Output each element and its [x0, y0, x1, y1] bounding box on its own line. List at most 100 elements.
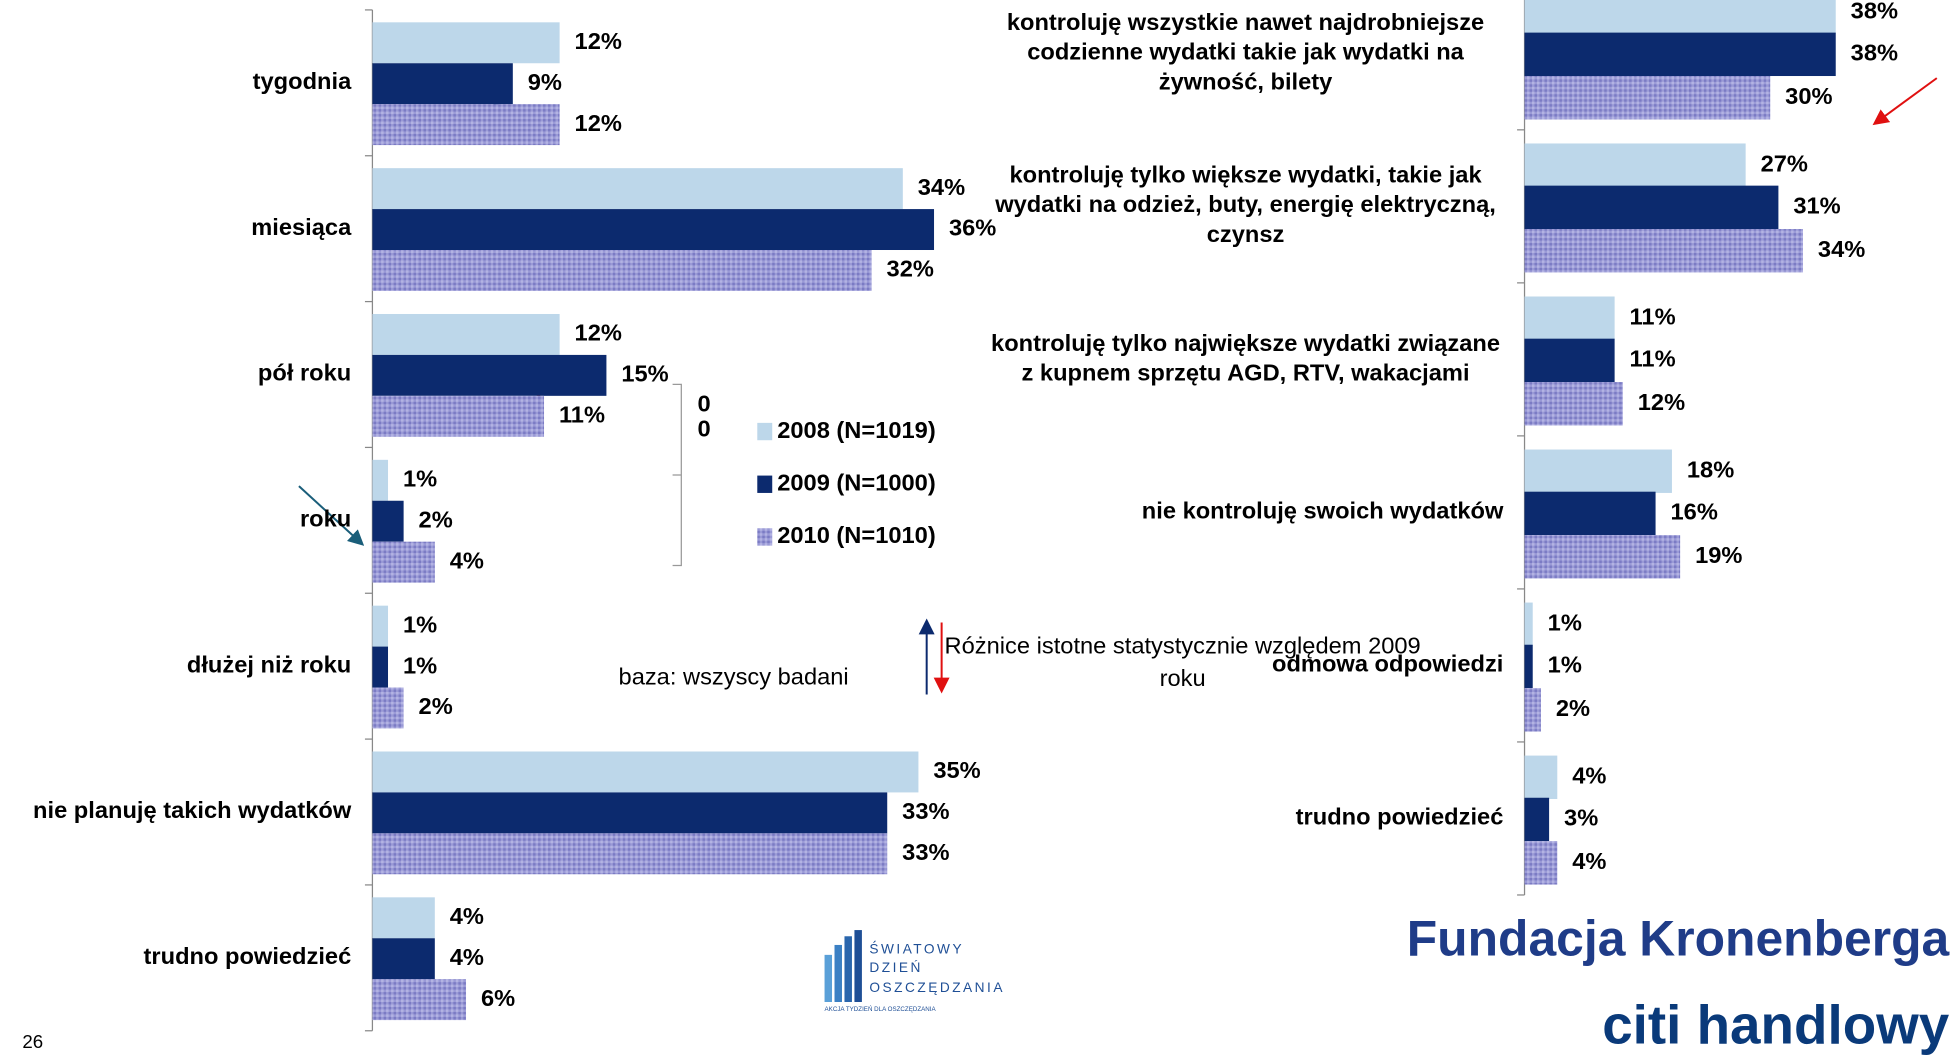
bar [372, 63, 513, 105]
category-label-wrap: kontroluję wszystkie nawet najdrobniejsz… [972, 4, 1520, 103]
arrow [298, 485, 365, 546]
bar [372, 500, 404, 542]
bar [372, 354, 607, 396]
category-label: roku [300, 507, 351, 533]
value-label: 4% [450, 904, 484, 930]
legend-label: 2010 (N=1010) [777, 523, 936, 549]
value-label: 15% [621, 362, 668, 388]
bar [1524, 688, 1541, 732]
value-label: 4% [1572, 764, 1606, 790]
value-label: 1% [403, 612, 437, 638]
value-label: 12% [575, 321, 622, 347]
value-label: 33% [902, 799, 949, 825]
bar [372, 646, 389, 688]
bar [1524, 338, 1615, 383]
value-label: 38% [1851, 0, 1898, 24]
category-label: odmowa odpowiedzi [1272, 652, 1503, 678]
bar [1524, 185, 1779, 230]
value-label: 2% [419, 507, 453, 533]
bar [372, 250, 872, 291]
bar [1524, 0, 1836, 34]
bar [1524, 841, 1558, 885]
bar [1524, 32, 1836, 77]
citi-logo: citi handlowy [1602, 994, 1950, 1056]
legend-swatch [757, 528, 773, 546]
value-label: 33% [902, 840, 949, 866]
bar [1524, 76, 1771, 120]
category-label-wrap: kontroluję tylko większe wydatki, takie … [972, 157, 1520, 256]
category-label: nie planuję takich wydatków [33, 798, 352, 824]
bar [372, 22, 560, 64]
base-note: baza: wszyscy badani [619, 665, 849, 691]
bar [1524, 229, 1803, 273]
value-label: 12% [1638, 390, 1685, 416]
swiatowy-logo: ŚWIATOWY DZIEŃ OSZCZĘDZANIA AKCJA TYDZIE… [824, 930, 1005, 1013]
value-label: 19% [1695, 543, 1742, 569]
bar [372, 459, 389, 501]
category-label: trudno powiedzieć [144, 944, 352, 970]
bar [372, 605, 389, 647]
significance-note: Różnice istotne statystycznie względem 2… [944, 633, 1421, 692]
bar [1524, 382, 1623, 426]
category-label: tygodnia [253, 69, 352, 95]
value-label: 11% [1630, 347, 1676, 373]
legend-swatch [757, 475, 773, 493]
value-label: 4% [1572, 849, 1606, 875]
category-label: dłużej niż roku [187, 652, 351, 678]
bar [1524, 296, 1615, 340]
value-label: 1% [1548, 611, 1582, 637]
value-label: 3% [1564, 806, 1598, 832]
logo-text: ŚWIATOWY [869, 942, 964, 957]
value-label: 32% [887, 257, 934, 283]
bar [372, 897, 435, 939]
value-label: 1% [1548, 653, 1582, 679]
value-label: 35% [933, 758, 980, 784]
value-label: 31% [1793, 194, 1840, 220]
legend-extra: 0 [698, 392, 711, 418]
value-label: 12% [575, 29, 622, 55]
bar [372, 209, 935, 251]
logo-text: OSZCZĘDZANIA [869, 980, 1005, 995]
page-number: 26 [22, 1031, 43, 1052]
value-label: 9% [528, 70, 562, 96]
value-label: 12% [575, 111, 622, 137]
value-label: 18% [1687, 457, 1734, 483]
bar [372, 938, 435, 980]
legend-label: 2008 (N=1019) [777, 418, 936, 444]
category-label: miesiąca [251, 215, 352, 241]
category-label: pół roku [258, 361, 351, 387]
value-label: 38% [1851, 41, 1898, 67]
bar [372, 687, 404, 729]
category-label-box: kontroluję wszystkie nawet najdrobniejsz… [972, 4, 1520, 103]
category-label: kontroluję tylko największe wydatki zwią… [991, 330, 1501, 387]
bar [372, 792, 888, 834]
legend-label: 2009 (N=1000) [777, 471, 936, 497]
arrow [1872, 77, 1938, 126]
value-label: 36% [949, 216, 996, 242]
value-label: 11% [1630, 304, 1676, 330]
logo-text: DZIEŃ [869, 960, 923, 975]
category-label: kontroluję tylko większe wydatki, takie … [995, 162, 1496, 249]
bar [372, 313, 560, 355]
bar [372, 104, 560, 146]
bar [372, 168, 903, 210]
bar [1524, 449, 1672, 493]
value-label: 1% [403, 653, 437, 679]
bar [1524, 644, 1533, 689]
value-label: 34% [918, 175, 965, 201]
category-label: nie kontroluję swoich wydatków [1142, 499, 1504, 525]
significance-note-box: Różnice istotne statystycznie względem 2… [944, 633, 1421, 692]
value-label: 27% [1761, 151, 1808, 177]
bar [1524, 797, 1550, 842]
bar [372, 395, 545, 437]
value-label: 16% [1671, 500, 1718, 526]
value-label: 2% [419, 694, 453, 720]
value-label: 4% [450, 945, 484, 971]
category-label: trudno powiedzieć [1296, 805, 1504, 831]
category-label-wrap: kontroluję tylko największe wydatki zwią… [972, 310, 1520, 409]
value-label: 11% [559, 403, 605, 429]
bar [1524, 755, 1558, 799]
logo-subtext: AKCJA TYDZIEŃ DLA OSZCZĘDZANIA [825, 1006, 937, 1013]
value-label: 4% [450, 548, 484, 574]
